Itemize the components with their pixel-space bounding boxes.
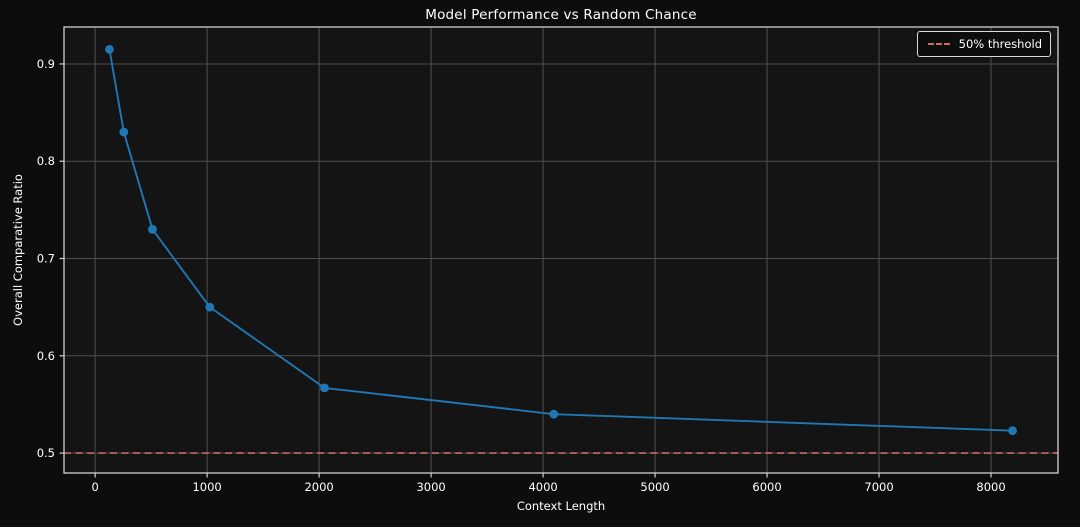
x-tick-label: 8000	[976, 480, 1005, 494]
axes-frame	[63, 26, 1059, 474]
x-tick-label: 3000	[416, 480, 445, 494]
data-point	[119, 127, 129, 137]
y-tick-label: 0.7	[37, 252, 55, 266]
y-tick-label: 0.8	[37, 154, 55, 168]
x-tick-label: 4000	[528, 480, 557, 494]
data-point	[1008, 426, 1017, 436]
x-axis-label: Context Length	[516, 499, 606, 513]
chart-title: Model Performance vs Random Chance	[425, 7, 697, 23]
x-tick-label: 1000	[192, 480, 221, 494]
threshold-line-sample-icon	[928, 43, 950, 45]
x-tick-label: 0	[91, 480, 98, 494]
legend-label: 50% threshold	[958, 37, 1042, 51]
y-tick-label: 0.6	[37, 349, 55, 363]
y-tick-label: 0.9	[37, 57, 55, 71]
data-point	[148, 224, 157, 234]
legend: 50% threshold	[917, 31, 1051, 57]
x-tick-label: 2000	[304, 480, 333, 494]
x-tick-label: 7000	[864, 480, 893, 494]
y-tick-label: 0.5	[37, 446, 55, 460]
data-point	[320, 383, 329, 393]
plot-background	[64, 27, 1058, 473]
x-tick-label: 6000	[752, 480, 781, 494]
y-axis-label: Overall Comparative Ratio	[11, 174, 25, 326]
data-point	[205, 302, 215, 312]
x-tick-label: 5000	[640, 480, 669, 494]
data-point	[549, 409, 559, 419]
data-point	[105, 44, 114, 54]
